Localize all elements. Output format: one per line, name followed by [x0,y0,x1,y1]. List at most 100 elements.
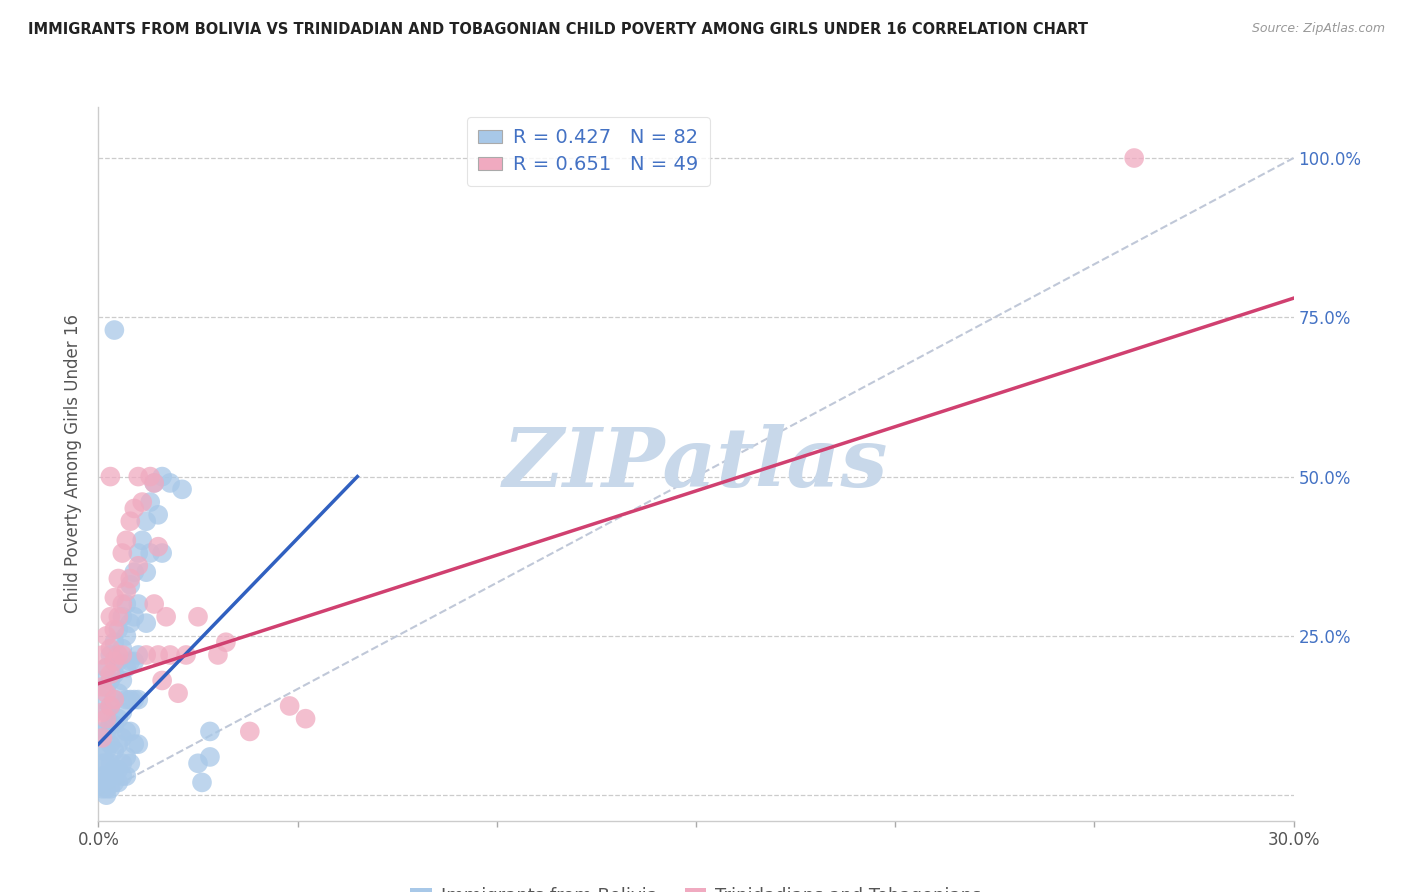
Point [96,724,118,739]
Point [107,737,129,751]
Point [150,673,173,688]
Point [100,769,122,783]
Point [143,597,166,611]
Point [143,475,166,490]
Point [91,769,114,783]
Point [91,781,114,796]
Point [139,546,162,560]
Point [91,673,114,688]
Point [107,648,129,662]
Point [107,572,129,586]
Point [115,533,138,548]
Point [96,756,118,771]
Text: ZIPatlas: ZIPatlas [503,424,889,504]
Point [96,661,118,675]
Point [91,692,114,706]
Point [127,692,149,706]
Point [103,775,125,789]
Point [111,641,134,656]
Point [96,743,118,757]
Point [135,514,157,528]
Point [96,661,118,675]
Point [96,680,118,694]
Point [124,654,146,668]
Point [103,743,125,757]
Point [91,706,114,720]
Point [120,572,142,586]
Point [155,609,177,624]
Point [150,469,173,483]
Point [120,654,142,668]
Point [111,706,134,720]
Point [107,712,129,726]
Point [120,616,142,631]
Point [103,591,125,605]
Point [124,565,146,579]
Point [115,597,138,611]
Point [135,648,157,662]
Point [96,712,118,726]
Point [148,540,170,554]
Point [100,641,122,656]
Point [103,692,125,706]
Point [127,546,149,560]
Point [107,763,129,777]
Point [124,692,146,706]
Point [111,597,134,611]
Point [111,648,134,662]
Point [135,565,157,579]
Point [148,508,170,522]
Point [107,623,129,637]
Point [96,686,118,700]
Point [100,667,122,681]
Point [103,763,125,777]
Point [103,623,125,637]
Point [103,323,125,337]
Point [111,673,134,688]
Point [120,756,142,771]
Point [207,648,229,662]
Point [120,724,142,739]
Point [127,469,149,483]
Point [139,469,162,483]
Point [91,756,114,771]
Point [111,756,134,771]
Point [96,629,118,643]
Point [135,616,157,631]
Point [150,546,173,560]
Point [239,724,262,739]
Point [115,750,138,764]
Point [111,769,134,783]
Point [103,654,125,668]
Point [107,686,129,700]
Point [127,648,149,662]
Legend: Immigrants from Bolivia, Trinidadians and Tobagonians: Immigrants from Bolivia, Trinidadians an… [404,880,988,892]
Point [100,648,122,662]
Point [124,609,146,624]
Point [143,475,166,490]
Y-axis label: Child Poverty Among Girls Under 16: Child Poverty Among Girls Under 16 [65,314,83,614]
Point [124,737,146,751]
Point [96,706,118,720]
Point [131,495,153,509]
Point [111,731,134,745]
Point [103,718,125,732]
Point [120,692,142,706]
Point [100,781,122,796]
Point [174,648,197,662]
Point [100,698,122,713]
Point [100,756,122,771]
Point [159,475,181,490]
Point [159,648,181,662]
Point [278,698,301,713]
Point [107,609,129,624]
Point [103,667,125,681]
Point [100,737,122,751]
Point [124,501,146,516]
Point [115,769,138,783]
Point [111,546,134,560]
Point [215,635,238,649]
Point [115,661,138,675]
Point [100,469,122,483]
Point [100,698,122,713]
